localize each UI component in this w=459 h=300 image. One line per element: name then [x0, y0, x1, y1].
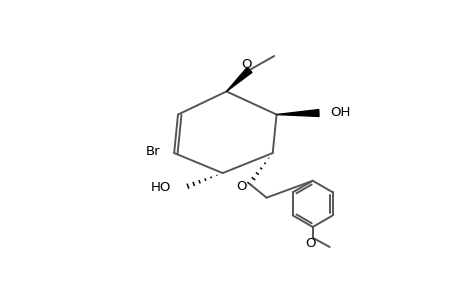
Text: OH: OH — [330, 106, 350, 119]
Polygon shape — [226, 67, 252, 92]
Polygon shape — [276, 110, 319, 116]
Text: HO: HO — [151, 181, 171, 194]
Text: O: O — [236, 180, 246, 193]
Text: Br: Br — [146, 145, 160, 158]
Text: O: O — [241, 58, 251, 71]
Text: O: O — [304, 237, 315, 250]
